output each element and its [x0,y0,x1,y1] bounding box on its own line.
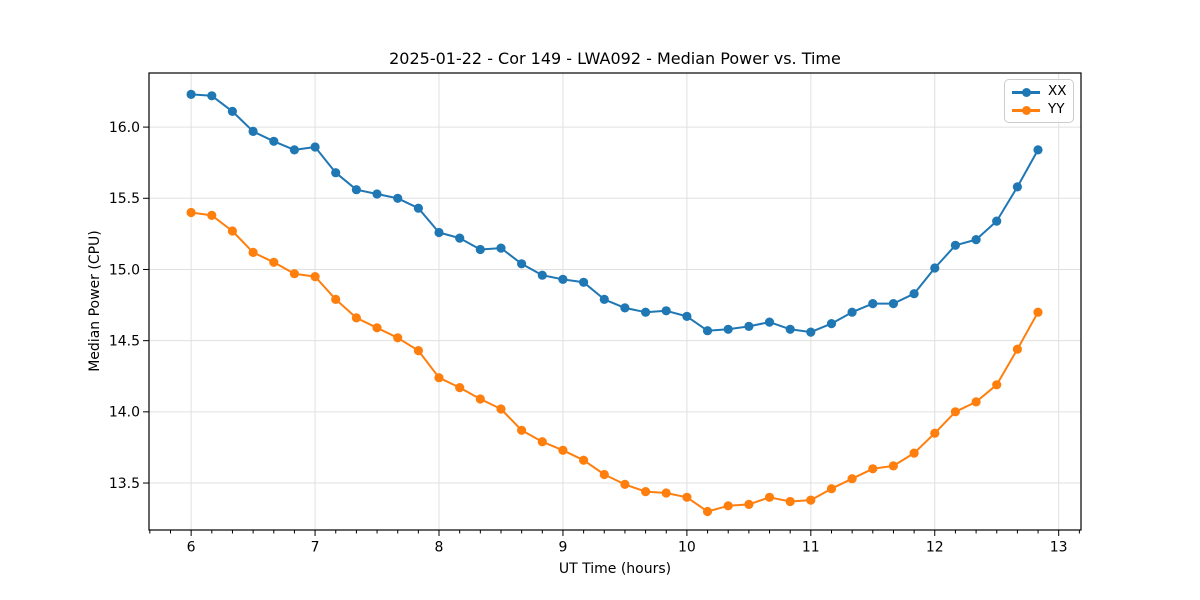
series-yy [186,207,1043,517]
y-tick-label: 15.0 [109,262,140,278]
y-tick-label: 13.5 [109,476,140,492]
axis-ticks [143,126,1080,536]
y-axis-label: Median Power (CPU) [87,230,103,372]
series-markers-xx [186,89,1043,337]
y-tick-label: 14.0 [109,405,140,421]
series-line-yy [190,211,1039,513]
x-tick-label: 8 [435,540,444,556]
x-tick-label: 7 [311,540,320,556]
x-tick-label: 12 [926,540,944,556]
legend-item-xx: XX [1012,83,1067,101]
series-xx [186,89,1043,337]
x-tick-label: 10 [678,540,696,556]
x-tick-label: 9 [558,540,567,556]
chart-title: 2025-01-22 - Cor 149 - LWA092 - Median P… [389,49,841,68]
x-tick-label: 11 [802,540,820,556]
legend-label-yy: YY [1048,101,1065,118]
x-tick-label: 6 [187,540,196,556]
legend: XX YY [1004,79,1074,123]
axes-spines [148,72,1082,531]
gridlines [149,73,1081,530]
y-tick-label: 15.5 [109,191,140,207]
y-tick-label: 14.5 [109,333,140,349]
legend-line-marker-xx-icon [1012,87,1040,97]
y-tick-label: 16.0 [109,120,140,136]
x-axis-label: UT Time (hours) [558,561,672,577]
series-markers-yy [186,207,1043,517]
legend-line-marker-yy-icon [1012,105,1040,115]
legend-item-yy: YY [1012,101,1066,119]
tick-labels: 6 7 8 9 10 11 12 13 13.5 14.0 14.5 15.0 15.5 16.0 [109,120,1068,556]
x-tick-label: 13 [1050,540,1068,556]
legend-label-xx: XX [1048,83,1067,100]
